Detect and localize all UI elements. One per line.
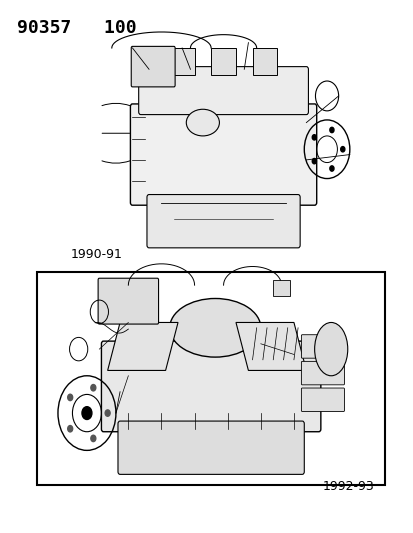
FancyBboxPatch shape [130, 104, 316, 205]
Circle shape [311, 135, 316, 140]
FancyBboxPatch shape [101, 341, 320, 432]
Text: 1990-91: 1990-91 [70, 248, 122, 261]
Circle shape [329, 166, 333, 171]
FancyBboxPatch shape [98, 278, 158, 324]
FancyBboxPatch shape [147, 195, 299, 248]
Text: 90357   100: 90357 100 [17, 19, 136, 37]
Circle shape [311, 158, 316, 164]
FancyBboxPatch shape [118, 421, 304, 474]
Bar [211, 48, 235, 75]
Circle shape [105, 410, 110, 416]
Circle shape [90, 435, 95, 442]
Bar [273, 280, 289, 296]
Circle shape [90, 384, 95, 391]
Circle shape [68, 425, 73, 432]
Circle shape [329, 127, 333, 133]
Bar [169, 48, 194, 75]
FancyBboxPatch shape [301, 361, 344, 385]
Circle shape [82, 407, 92, 419]
Bar [37, 272, 384, 485]
FancyBboxPatch shape [138, 67, 308, 115]
FancyBboxPatch shape [131, 46, 175, 87]
Polygon shape [235, 322, 306, 370]
Ellipse shape [169, 298, 260, 357]
Bar [252, 48, 277, 75]
Polygon shape [107, 322, 178, 370]
Circle shape [68, 394, 73, 401]
FancyBboxPatch shape [301, 388, 344, 411]
Ellipse shape [186, 109, 219, 136]
Text: 1992-93: 1992-93 [322, 480, 374, 493]
Ellipse shape [314, 322, 347, 376]
FancyBboxPatch shape [301, 335, 344, 358]
Circle shape [340, 147, 344, 152]
